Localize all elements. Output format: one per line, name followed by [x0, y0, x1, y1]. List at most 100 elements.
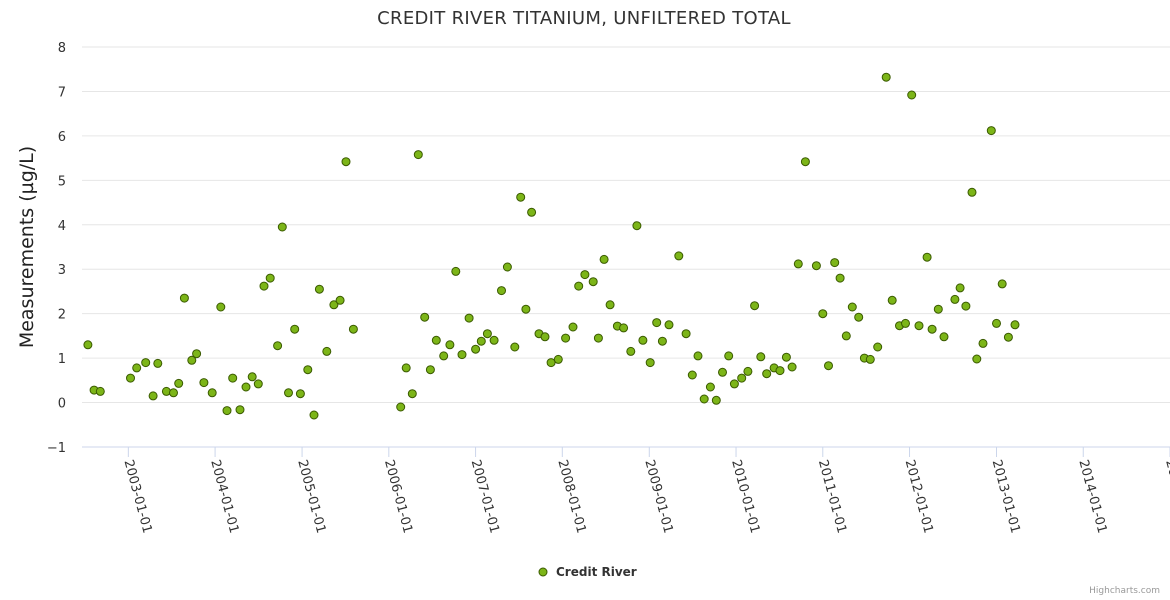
data-point[interactable]	[1010, 320, 1020, 330]
data-point[interactable]	[95, 386, 105, 396]
data-point[interactable]	[516, 192, 526, 202]
data-point[interactable]	[718, 367, 727, 377]
data-point[interactable]	[800, 157, 810, 167]
data-point[interactable]	[950, 294, 960, 304]
data-point[interactable]	[737, 373, 747, 383]
data-point[interactable]	[309, 410, 319, 420]
data-point[interactable]	[247, 372, 257, 382]
data-point[interactable]	[179, 293, 189, 303]
data-point[interactable]	[132, 363, 142, 373]
data-point[interactable]	[705, 382, 715, 392]
data-point[interactable]	[901, 318, 910, 328]
data-point[interactable]	[787, 362, 797, 372]
data-point[interactable]	[568, 322, 578, 332]
data-point[interactable]	[775, 366, 785, 376]
data-point[interactable]	[841, 331, 851, 341]
data-point[interactable]	[425, 365, 435, 375]
data-point[interactable]	[638, 335, 648, 345]
data-point[interactable]	[431, 335, 441, 345]
credits-link[interactable]: Highcharts.com	[1089, 586, 1160, 596]
data-point[interactable]	[314, 284, 324, 294]
data-point[interactable]	[464, 313, 474, 323]
data-point[interactable]	[295, 389, 305, 399]
data-point[interactable]	[955, 283, 965, 293]
data-point[interactable]	[561, 333, 571, 343]
data-point[interactable]	[502, 262, 512, 272]
data-point[interactable]	[854, 312, 864, 322]
data-point[interactable]	[580, 270, 590, 280]
data-point[interactable]	[632, 221, 642, 231]
data-point[interactable]	[1003, 332, 1013, 342]
data-point[interactable]	[972, 354, 982, 364]
data-point[interactable]	[335, 295, 345, 305]
data-point[interactable]	[657, 336, 667, 346]
data-point[interactable]	[907, 90, 917, 100]
data-point[interactable]	[510, 342, 520, 352]
data-point[interactable]	[546, 358, 556, 368]
data-point[interactable]	[811, 261, 821, 271]
data-point[interactable]	[413, 150, 423, 160]
data-point[interactable]	[645, 358, 655, 368]
data-point[interactable]	[818, 309, 828, 319]
data-point[interactable]	[887, 295, 897, 305]
data-point[interactable]	[235, 405, 245, 415]
data-point[interactable]	[540, 332, 550, 342]
data-point[interactable]	[303, 365, 313, 375]
data-point[interactable]	[605, 300, 615, 310]
data-point[interactable]	[407, 389, 417, 399]
data-point[interactable]	[192, 349, 202, 359]
data-point[interactable]	[216, 302, 226, 312]
data-point[interactable]	[835, 273, 845, 283]
data-point[interactable]	[273, 341, 283, 351]
data-point[interactable]	[881, 72, 891, 82]
data-point[interactable]	[992, 318, 1001, 328]
data-point[interactable]	[322, 346, 332, 356]
data-point[interactable]	[396, 402, 406, 412]
data-point[interactable]	[341, 157, 351, 167]
data-point[interactable]	[762, 369, 772, 379]
data-point[interactable]	[967, 187, 977, 197]
data-point[interactable]	[652, 318, 662, 328]
data-point[interactable]	[83, 340, 93, 350]
data-point[interactable]	[277, 222, 287, 232]
data-point[interactable]	[664, 320, 674, 330]
data-point[interactable]	[199, 378, 209, 388]
data-point[interactable]	[482, 329, 492, 339]
data-point[interactable]	[161, 386, 171, 396]
data-point[interactable]	[933, 304, 943, 314]
data-point[interactable]	[939, 332, 949, 342]
data-point[interactable]	[476, 336, 486, 346]
data-point[interactable]	[699, 394, 709, 404]
data-point[interactable]	[348, 324, 358, 334]
data-point[interactable]	[724, 351, 734, 361]
data-point[interactable]	[126, 373, 135, 383]
data-point[interactable]	[241, 382, 251, 392]
data-point[interactable]	[693, 351, 703, 361]
data-point[interactable]	[329, 300, 339, 310]
data-point[interactable]	[674, 251, 684, 261]
legend-item-credit-river[interactable]: Credit River	[556, 565, 637, 579]
data-point[interactable]	[961, 301, 971, 311]
data-point[interactable]	[489, 335, 499, 345]
data-point[interactable]	[687, 370, 697, 380]
data-point[interactable]	[187, 355, 197, 365]
data-point[interactable]	[847, 302, 857, 312]
data-point[interactable]	[497, 286, 506, 296]
data-point[interactable]	[471, 344, 481, 354]
data-point[interactable]	[978, 338, 988, 348]
data-point[interactable]	[922, 252, 932, 262]
data-point[interactable]	[290, 324, 300, 334]
data-point[interactable]	[830, 258, 840, 268]
data-point[interactable]	[681, 329, 691, 339]
data-point[interactable]	[141, 358, 151, 368]
data-point[interactable]	[711, 395, 721, 405]
data-point[interactable]	[781, 352, 791, 362]
data-point[interactable]	[265, 273, 275, 283]
data-point[interactable]	[750, 301, 760, 311]
data-point[interactable]	[420, 312, 430, 322]
data-point[interactable]	[574, 281, 584, 291]
data-point[interactable]	[207, 388, 217, 398]
data-point[interactable]	[174, 378, 184, 388]
data-point[interactable]	[222, 406, 232, 416]
legend[interactable]: Credit River	[538, 565, 637, 579]
